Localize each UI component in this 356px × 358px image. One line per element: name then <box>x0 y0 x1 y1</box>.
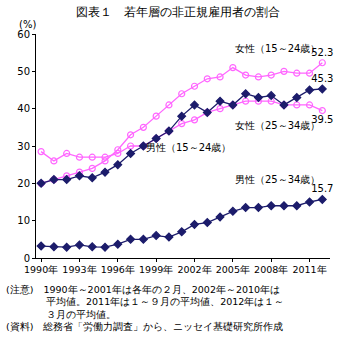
svg-text:2011年: 2011年 <box>292 264 326 275</box>
svg-text:45.3: 45.3 <box>311 73 333 84</box>
svg-text:0: 0 <box>24 253 30 264</box>
svg-text:20: 20 <box>17 178 30 189</box>
svg-text:女性（25～34歳）: 女性（25～34歳） <box>235 120 320 131</box>
svg-text:1993年: 1993年 <box>62 264 96 275</box>
svg-text:(%): (%) <box>19 19 36 30</box>
svg-text:2005年: 2005年 <box>216 264 250 275</box>
svg-text:10: 10 <box>17 215 30 226</box>
svg-text:1999年: 1999年 <box>139 264 173 275</box>
svg-text:60: 60 <box>17 29 30 40</box>
svg-text:40: 40 <box>17 103 30 114</box>
svg-text:2008年: 2008年 <box>254 264 288 275</box>
svg-text:30: 30 <box>17 141 30 152</box>
svg-text:男性（15～24歳）: 男性（15～24歳） <box>146 142 231 153</box>
svg-text:52.3: 52.3 <box>311 47 333 58</box>
svg-text:1996年: 1996年 <box>101 264 135 275</box>
svg-text:女性（15～24歳）: 女性（15～24歳） <box>235 43 320 54</box>
svg-text:15.7: 15.7 <box>311 183 333 194</box>
svg-text:50: 50 <box>17 66 30 77</box>
svg-text:男性（25～34歳）: 男性（25～34歳） <box>235 174 320 185</box>
svg-text:39.5: 39.5 <box>311 114 333 125</box>
svg-text:1990年: 1990年 <box>24 264 58 275</box>
svg-text:図表１ 若年層の非正規雇用者の割合: 図表１ 若年層の非正規雇用者の割合 <box>76 5 280 19</box>
svg-text:(注意) 1990年～2001年は各年の２月、2002年～2: (注意) 1990年～2001年は各年の２月、2002年～2010年は 平均値。… <box>6 284 284 332</box>
svg-text:2002年: 2002年 <box>177 264 211 275</box>
